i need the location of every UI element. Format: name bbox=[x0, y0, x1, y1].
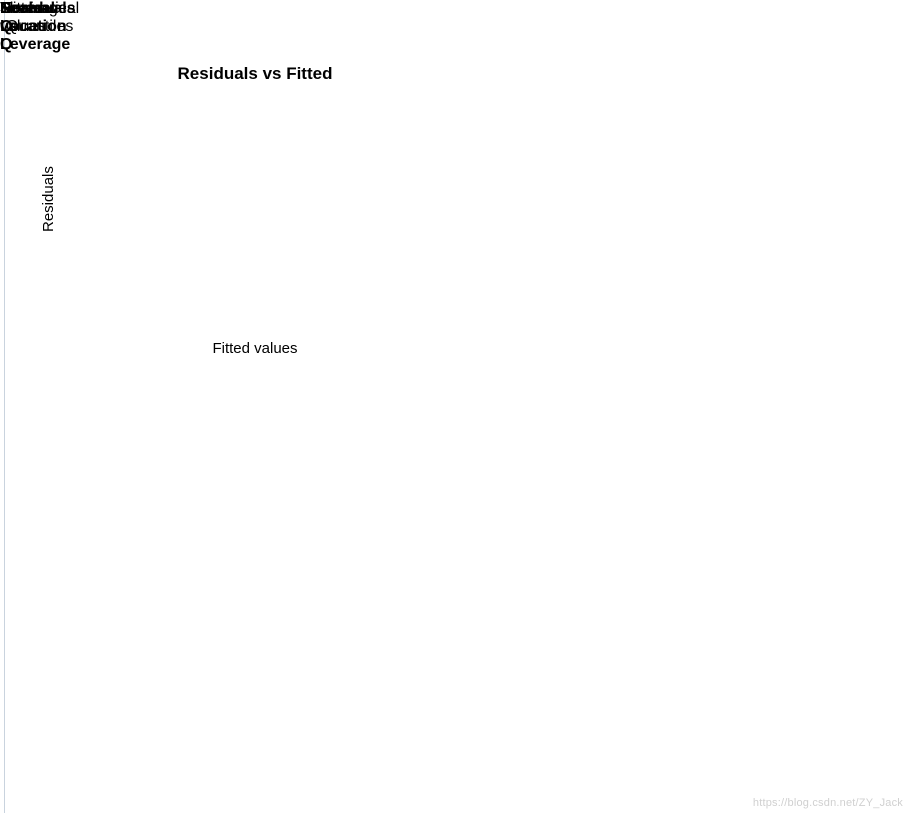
y-axis-label: Residuals bbox=[40, 166, 57, 232]
x-axis-label: Leverage bbox=[0, 0, 67, 18]
x-axis-label: Fitted values bbox=[100, 340, 410, 357]
diagnostic-plots-page: { "page": { "width": 913, "height": 813,… bbox=[0, 0, 913, 813]
watermark: https://blog.csdn.net/ZY_Jack bbox=[753, 797, 903, 809]
residuals-vs-leverage-plot bbox=[0, 0, 300, 150]
